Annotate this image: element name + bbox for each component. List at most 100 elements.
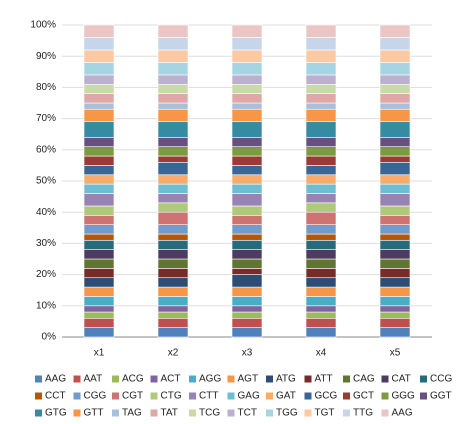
legend-swatch — [112, 409, 119, 417]
bar-segment — [157, 327, 189, 338]
legend-swatch — [35, 392, 42, 400]
legend-label: GTT — [84, 408, 104, 419]
bar-segment — [157, 305, 189, 313]
x-tick-label: x2 — [168, 348, 179, 359]
legend-label: TAT — [161, 408, 178, 419]
bar-segment — [379, 296, 411, 307]
bar-segment — [157, 268, 189, 279]
bar-segment — [231, 233, 263, 241]
bar-segment — [379, 258, 411, 269]
legend-label: CGG — [84, 391, 107, 402]
legend-label: AGT — [238, 374, 259, 385]
y-tick-label: 50% — [36, 176, 56, 187]
bar-segment — [305, 83, 337, 94]
bar-segment — [231, 249, 263, 260]
legend-label: GAG — [238, 391, 260, 402]
bar-segment — [305, 93, 337, 104]
bar-segment — [305, 258, 337, 269]
bar-segment — [379, 121, 411, 138]
bar-segment — [231, 286, 263, 297]
legend-swatch — [420, 392, 427, 400]
bar-segment — [231, 62, 263, 76]
bar-segment — [83, 37, 115, 51]
legend-label: AAG — [45, 374, 66, 385]
bar-segment — [231, 205, 263, 216]
y-tick-label: 100% — [30, 20, 56, 31]
y-tick-label: 80% — [36, 82, 56, 93]
legend-label: CAG — [353, 374, 375, 385]
x-tick-label: x4 — [316, 348, 327, 359]
bar-segment — [231, 327, 263, 338]
bar-segment — [379, 317, 411, 328]
bar-segment — [231, 311, 263, 319]
bar-segment — [231, 102, 263, 110]
bar-segment — [231, 83, 263, 94]
legend-swatch — [343, 392, 350, 400]
bar-segment — [305, 211, 337, 225]
bar-segment — [157, 277, 189, 288]
legend-label: ATT — [315, 374, 333, 385]
bar-segment — [231, 239, 263, 250]
bar-segment — [157, 224, 189, 235]
bar-segment — [305, 233, 337, 241]
legend-label: CGT — [122, 391, 143, 402]
bar-segment — [379, 286, 411, 297]
bar-segment — [231, 296, 263, 307]
legend-label: TCT — [238, 408, 257, 419]
legend-swatch — [227, 409, 235, 417]
bar-segment — [83, 93, 115, 104]
bar-segment — [83, 258, 115, 269]
legend-label: ACG — [122, 374, 144, 385]
bar-segment — [231, 215, 263, 225]
legend-label: GCG — [315, 391, 338, 402]
bar-segment — [379, 49, 411, 63]
bar-segment — [83, 102, 115, 110]
bar-segment — [379, 277, 411, 288]
legend-label: GCT — [353, 391, 374, 402]
bar-segment — [157, 233, 189, 241]
legend-label: TGG — [276, 408, 298, 419]
legend-label: AAG — [392, 408, 413, 419]
bar-segment — [157, 49, 189, 63]
bar-segment — [379, 161, 411, 176]
bar-segment — [305, 202, 337, 213]
bar-segment — [231, 317, 263, 328]
bar-segment — [157, 62, 189, 76]
bar-segment — [83, 205, 115, 216]
bar-segment — [83, 215, 115, 225]
legend-swatch — [227, 375, 235, 383]
bar-segment — [231, 49, 263, 63]
legend-label: CCG — [430, 374, 452, 385]
bar-segment — [379, 74, 411, 85]
bar-segment — [157, 137, 189, 147]
bar-segment — [305, 108, 337, 123]
legend-swatch — [420, 375, 427, 383]
bar-segment — [231, 268, 263, 275]
bar-segment — [379, 24, 411, 38]
bar-segment — [157, 108, 189, 123]
bar-segment — [231, 121, 263, 138]
bar-segment — [305, 165, 337, 176]
legend-label: CTT — [199, 391, 218, 402]
bar-segment — [231, 93, 263, 104]
bar-segment — [83, 155, 115, 166]
bar-segment — [379, 249, 411, 260]
bar-segment — [305, 102, 337, 110]
bar-segment — [83, 49, 115, 63]
bar-segment — [379, 205, 411, 216]
bar-segment — [231, 155, 263, 166]
bar-segment — [231, 165, 263, 176]
bar-segment — [231, 74, 263, 85]
legend-swatch — [150, 409, 158, 417]
bar-segment — [305, 268, 337, 279]
legend-label: GTG — [45, 408, 67, 419]
bar-segment — [379, 239, 411, 250]
legend-label: TCG — [199, 408, 220, 419]
bar-segment — [379, 102, 411, 110]
bar-segment — [157, 193, 189, 204]
bar-segment — [83, 268, 115, 279]
bar-segment — [379, 93, 411, 104]
legend-label: GGT — [430, 391, 452, 402]
bar-segment — [379, 174, 411, 185]
